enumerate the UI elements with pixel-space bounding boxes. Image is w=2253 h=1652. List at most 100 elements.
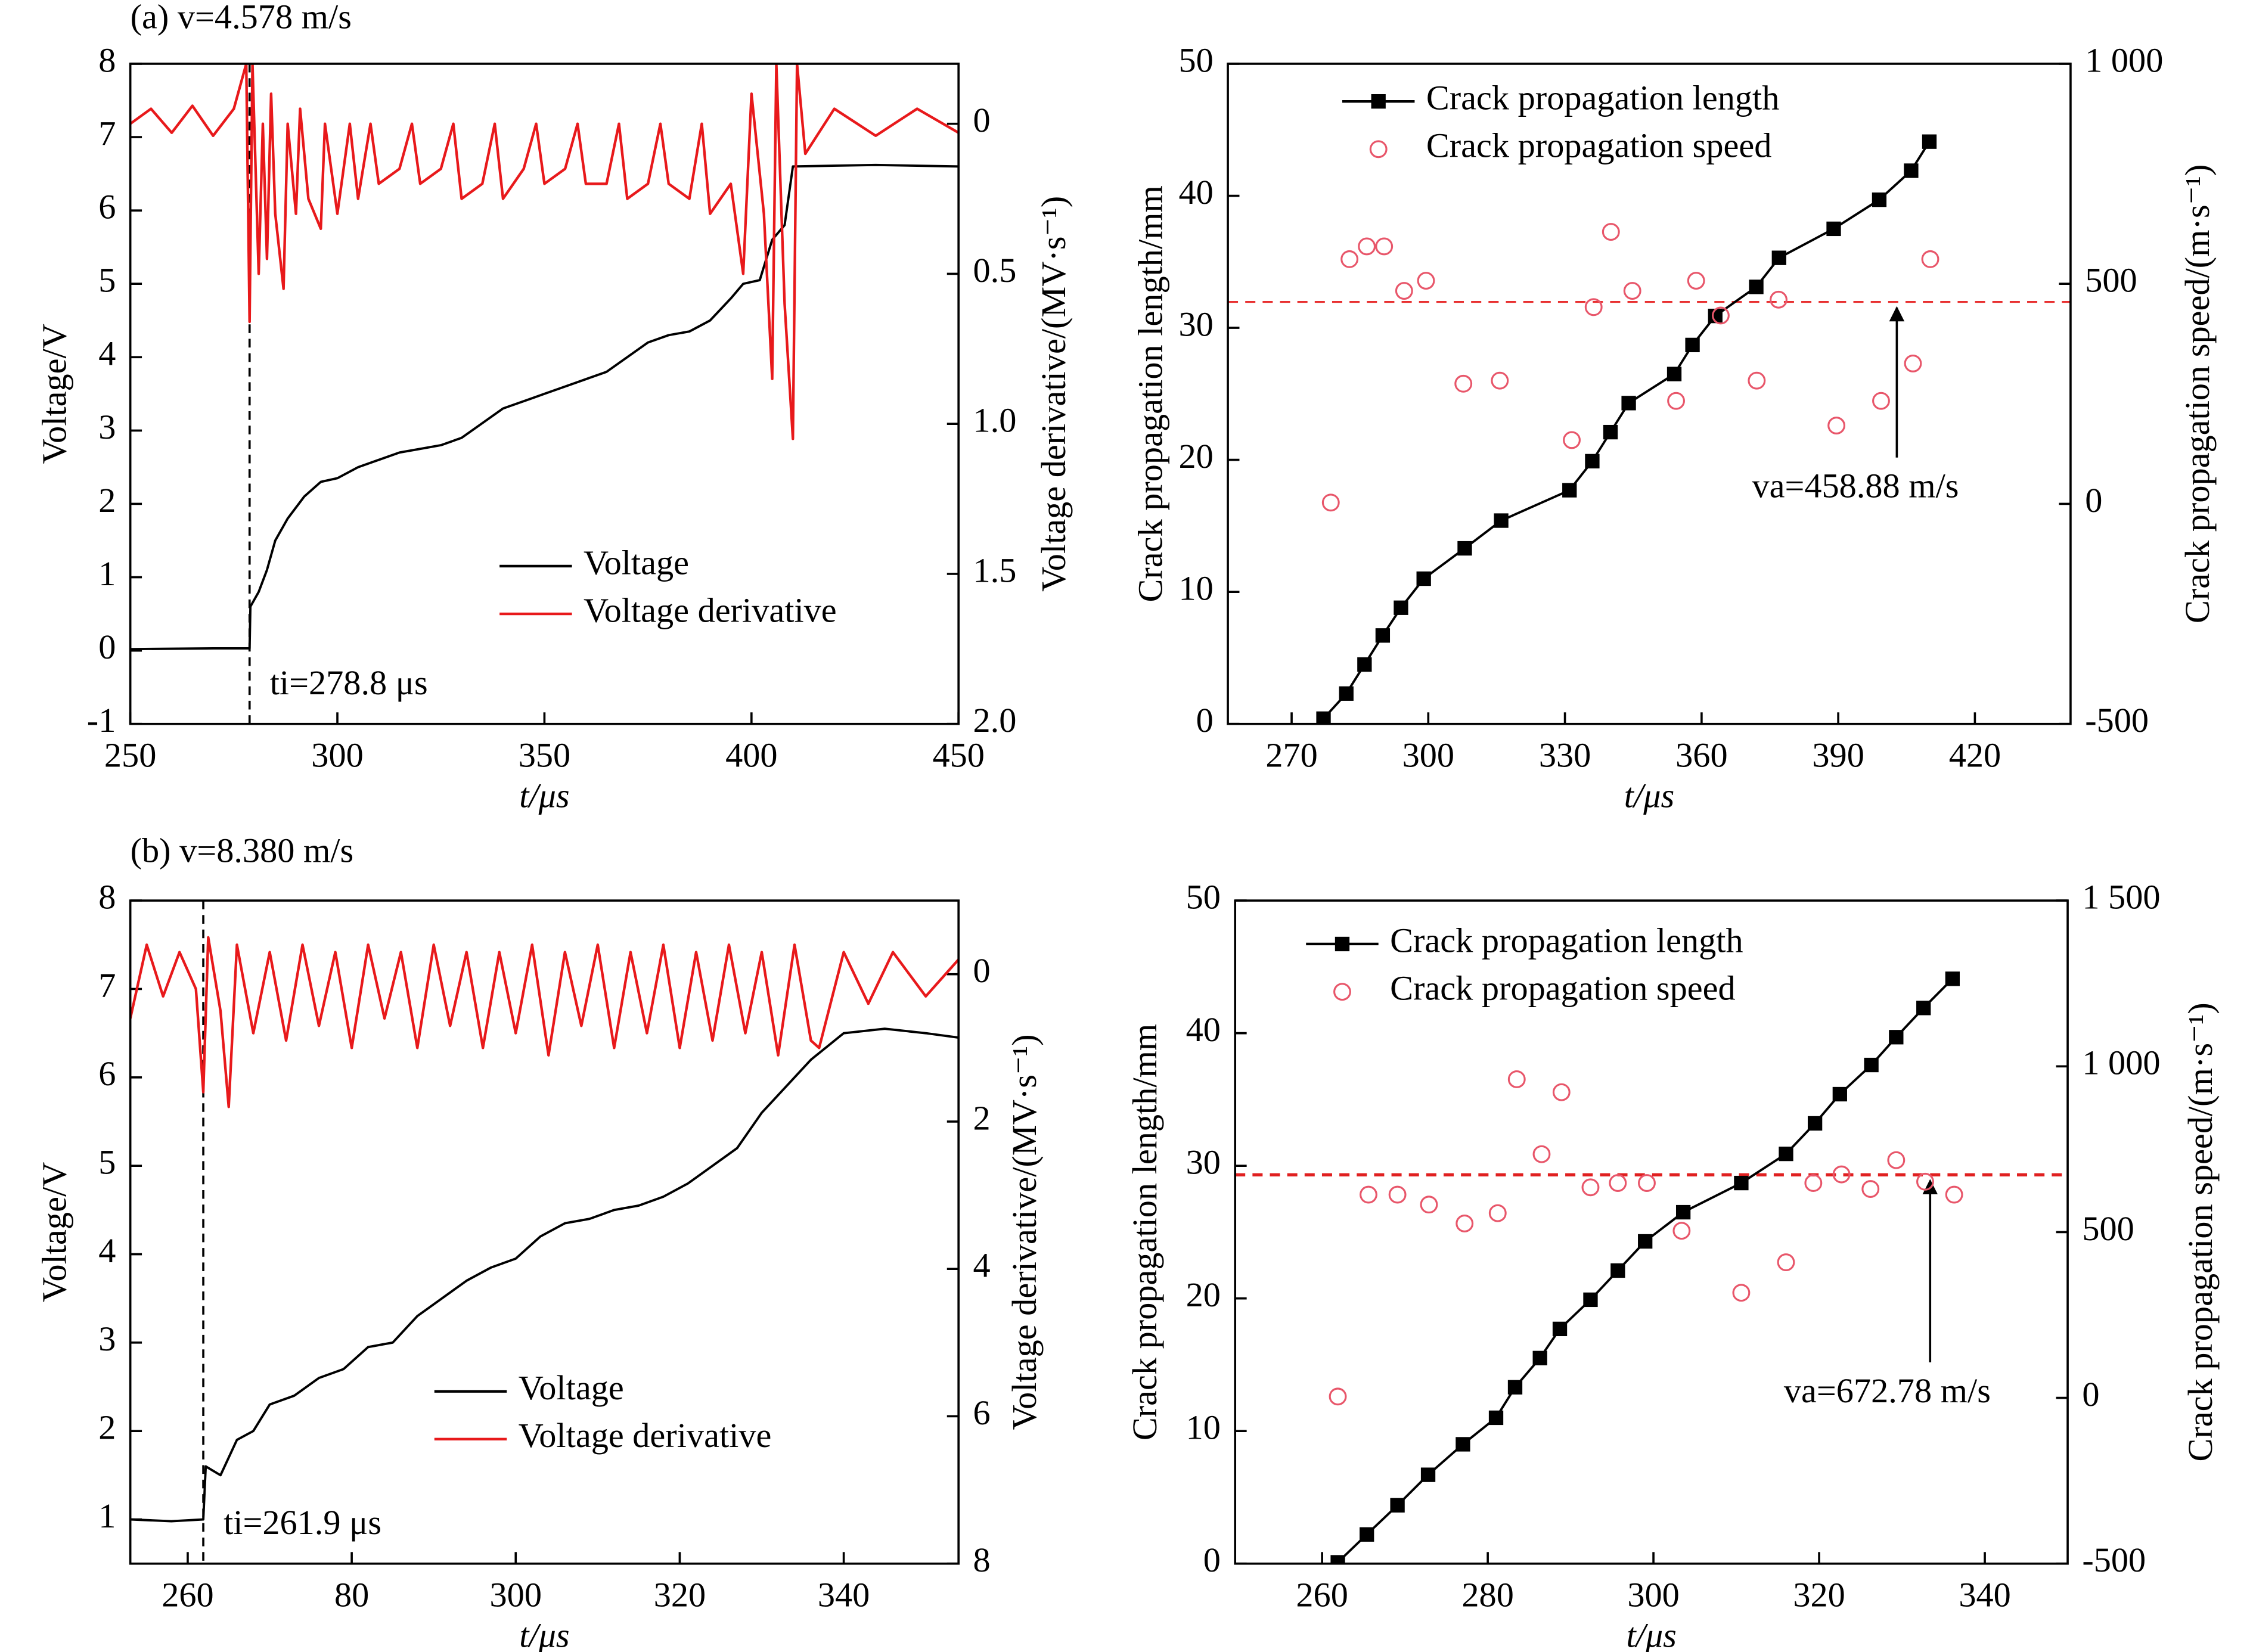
- length-marker: [1638, 1234, 1653, 1249]
- speed-marker: [1563, 431, 1581, 449]
- legend-marker: [1335, 936, 1350, 952]
- length-marker: [1583, 1292, 1598, 1308]
- speed-marker: [1491, 371, 1509, 390]
- plot-area: [1329, 971, 1963, 1564]
- speed-marker: [1360, 1185, 1377, 1204]
- y-tick-label: 40: [1186, 1010, 1221, 1049]
- legend-label: Voltage derivative: [519, 1416, 772, 1455]
- y-tick-label: 10: [1178, 569, 1213, 608]
- y-tick-label: 2: [98, 481, 116, 520]
- y-tick-label: 0: [1196, 701, 1214, 740]
- speed-marker: [1667, 392, 1686, 410]
- speed-marker: [1507, 1070, 1526, 1088]
- length-marker: [1872, 192, 1887, 207]
- y-tick-label: 6: [98, 188, 116, 226]
- y2-tick-label: 1.5: [973, 551, 1016, 589]
- speed-marker: [1777, 1253, 1795, 1271]
- length-marker: [1603, 424, 1618, 440]
- y-tick-label: 4: [98, 334, 116, 373]
- length-marker: [1456, 1437, 1470, 1452]
- y-axis-label: Crack propagation length/mm: [1125, 1024, 1164, 1440]
- y-tick-label: 50: [1178, 41, 1213, 79]
- length-marker: [1357, 657, 1372, 672]
- speed-marker: [1417, 272, 1435, 290]
- y2-tick-label: 4: [973, 1246, 990, 1285]
- x-axis-label: t/μs: [1624, 776, 1674, 815]
- plot-frame: [1227, 63, 2072, 725]
- x-tick-label: 300: [1402, 735, 1454, 774]
- speed-marker: [1388, 1185, 1407, 1204]
- y-tick-label: 1: [98, 1496, 116, 1535]
- y2-tick-label: 0: [2085, 481, 2102, 520]
- length-marker: [1945, 971, 1960, 986]
- speed-marker: [1321, 493, 1340, 512]
- x-tick-label: 350: [519, 735, 570, 774]
- speed-marker: [1488, 1204, 1507, 1222]
- speed-marker: [1395, 282, 1413, 300]
- series-line: [130, 936, 959, 1108]
- legend-marker: [1371, 94, 1386, 109]
- y-tick-label: 3: [98, 1319, 116, 1358]
- speed-marker: [1904, 354, 1922, 372]
- x-tick-label: 260: [162, 1575, 213, 1614]
- y2-tick-label: -500: [2085, 701, 2149, 740]
- length-marker: [1532, 1350, 1547, 1365]
- speed-marker: [1861, 1180, 1880, 1198]
- speed-marker: [1552, 1083, 1571, 1101]
- y-tick-label: 10: [1186, 1408, 1221, 1447]
- y-tick-label: 20: [1186, 1275, 1221, 1314]
- onset-label: ti=261.9 μs: [224, 1503, 381, 1542]
- y2-axis-label: Voltage derivative/(MV·s⁻¹): [1005, 1034, 1044, 1430]
- speed-marker: [1804, 1174, 1823, 1193]
- x-tick-label: 270: [1265, 735, 1317, 774]
- legend-label: Crack propagation length: [1426, 79, 1780, 117]
- y-tick-label: 0: [1203, 1541, 1221, 1579]
- onset-label: ti=278.8 μs: [270, 663, 428, 702]
- length-marker: [1749, 280, 1764, 294]
- average-label: va=672.78 m/s: [1784, 1371, 1991, 1410]
- length-marker: [1807, 1116, 1823, 1131]
- speed-marker: [1945, 1185, 1963, 1204]
- speed-marker: [1887, 1151, 1906, 1169]
- y2-tick-label: 1 000: [2082, 1044, 2160, 1082]
- y-axis-label: Voltage/V: [35, 324, 74, 464]
- y-tick-label: -1: [87, 701, 116, 740]
- length-marker: [1771, 250, 1786, 265]
- speed-marker: [1581, 1178, 1600, 1197]
- speed-marker: [1420, 1195, 1438, 1214]
- x-tick-label: 320: [654, 1575, 706, 1614]
- speed-marker: [1687, 272, 1705, 290]
- x-tick-label: 450: [932, 735, 984, 774]
- y2-tick-label: 1 500: [2082, 877, 2160, 916]
- panel: t/μs Crack propagation length/mm Crack pro…: [1131, 41, 2217, 815]
- y2-tick-label: -500: [2082, 1541, 2146, 1579]
- speed-marker: [1770, 290, 1787, 309]
- speed-marker: [1340, 250, 1359, 268]
- y2-tick-label: 500: [2085, 261, 2137, 300]
- length-marker: [1457, 541, 1472, 556]
- length-marker: [1610, 1263, 1625, 1278]
- legend-label: Crack propagation speed: [1426, 126, 1772, 165]
- y-tick-label: 3: [98, 408, 116, 446]
- x-tick-label: 360: [1675, 735, 1727, 774]
- plot-area: [130, 936, 959, 1523]
- length-marker: [1667, 367, 1682, 381]
- speed-marker: [1638, 1174, 1656, 1193]
- x-tick-label: 260: [1296, 1575, 1348, 1614]
- speed-marker: [1832, 1165, 1851, 1184]
- speed-marker: [1358, 237, 1376, 256]
- series-line: [130, 163, 959, 651]
- speed-marker: [1748, 371, 1766, 390]
- x-tick-label: 340: [1959, 1575, 2010, 1614]
- x-axis-label: t/μs: [519, 776, 569, 815]
- legend-label: Voltage: [584, 543, 689, 582]
- y2-tick-label: 1 000: [2085, 41, 2163, 79]
- y-tick-label: 4: [98, 1231, 116, 1270]
- y2-tick-label: 0: [973, 951, 990, 990]
- length-marker: [1904, 163, 1919, 178]
- length-marker: [1316, 711, 1331, 724]
- plot-frame: [129, 899, 960, 1565]
- y-tick-label: 5: [98, 261, 116, 300]
